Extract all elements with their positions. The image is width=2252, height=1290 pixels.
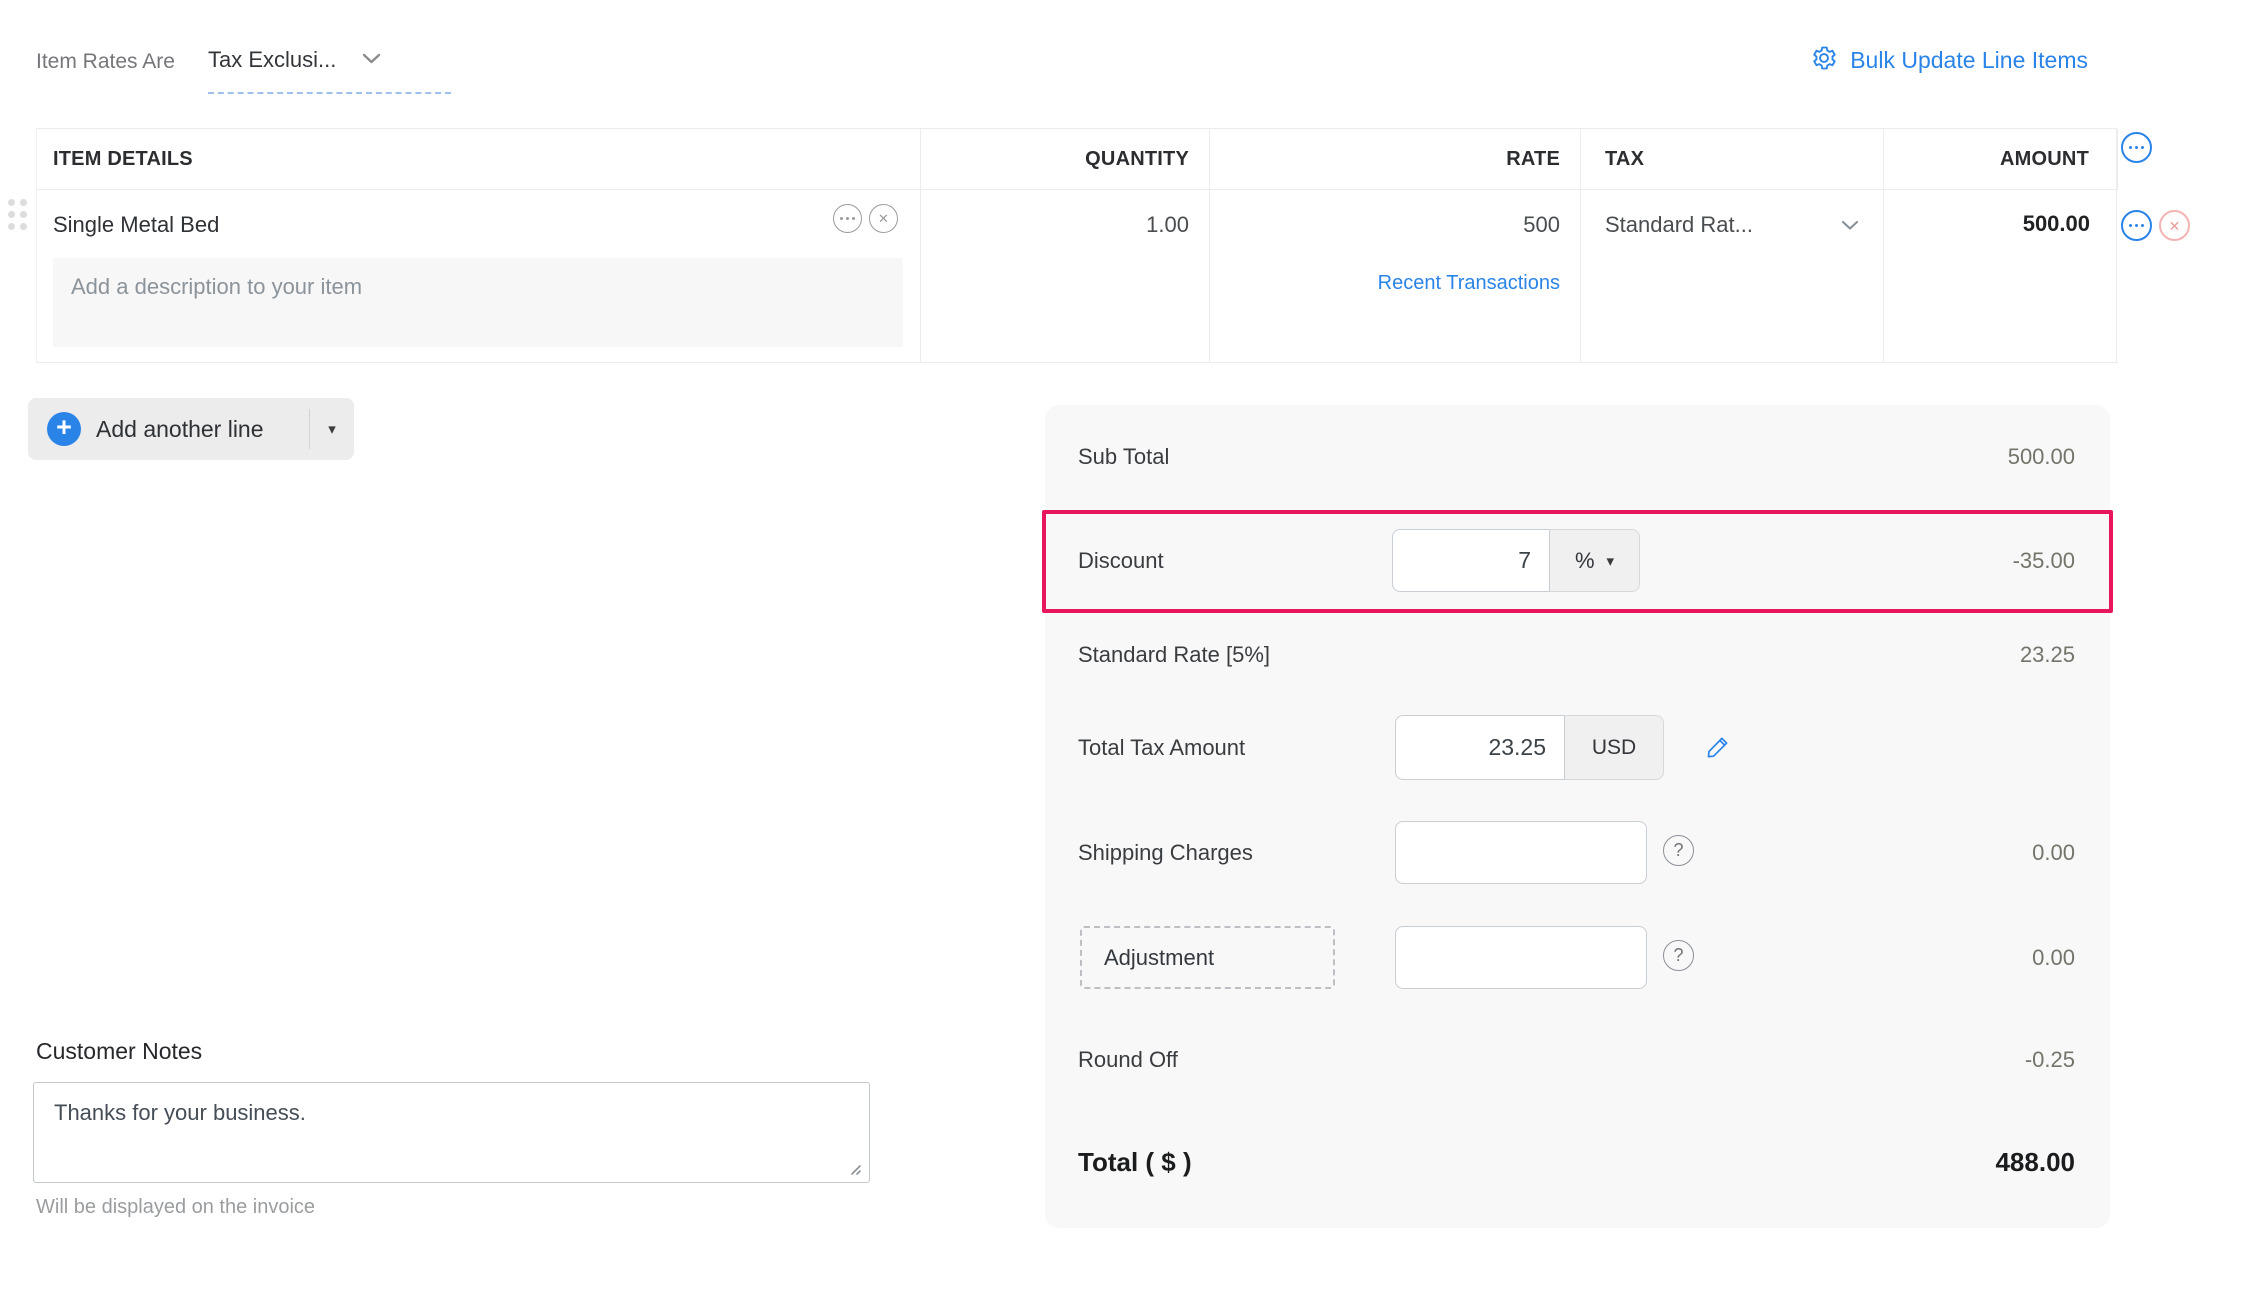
item-clear-icon[interactable]: ✕ — [869, 204, 898, 233]
row-drag-handle-icon[interactable] — [8, 199, 27, 230]
quantity-field[interactable]: 1.00 — [1146, 212, 1189, 237]
amount-cell: 500.00 — [1884, 190, 2118, 363]
item-description-input[interactable] — [53, 258, 903, 347]
tax-select[interactable]: Standard Rat... — [1605, 212, 1859, 238]
currency-code: USD — [1591, 735, 1637, 759]
customer-notes-input[interactable]: Thanks for your business. — [33, 1082, 870, 1183]
item-more-icon[interactable] — [833, 204, 862, 233]
subtotal-label: Sub Total — [1078, 444, 1170, 469]
bulk-update-label: Bulk Update Line Items — [1850, 47, 2088, 73]
adjustment-input-wrap — [1395, 926, 1647, 989]
standard-rate-value: 23.25 — [2019, 642, 2075, 667]
caret-down-icon: ▾ — [1606, 552, 1615, 570]
chevron-down-icon — [362, 51, 381, 69]
item-rates-are-label: Item Rates Are — [36, 50, 175, 73]
total-tax-input-group: USD — [1395, 715, 1664, 780]
tax-mode-value: Tax Exclusi... — [208, 47, 337, 72]
total-tax-label: Total Tax Amount — [1078, 734, 1246, 760]
tax-cell: Standard Rat... — [1581, 190, 1884, 363]
discount-unit-value: % — [1574, 547, 1595, 573]
line-items-table: ITEM DETAILS QUANTITY RATE TAX AMOUNT Si… — [36, 128, 2118, 363]
customer-notes-hint: Will be displayed on the invoice — [36, 1196, 316, 1218]
discount-label: Discount — [1078, 547, 1164, 573]
tax-mode-dashed-underline — [208, 92, 451, 94]
standard-rate-row: Standard Rate [5%] 23.25 — [1045, 623, 2110, 687]
rate-field[interactable]: 500 — [1523, 212, 1560, 237]
adjustment-label-field[interactable]: Adjustment — [1080, 926, 1335, 989]
item-name-field[interactable]: Single Metal Bed — [53, 212, 220, 237]
shipping-charges-input[interactable] — [1395, 821, 1647, 884]
column-header-rate: RATE — [1210, 129, 1581, 190]
total-row: Total ( $ ) 488.00 — [1045, 1127, 2110, 1197]
add-another-line-button[interactable]: + Add another line ▾ — [28, 398, 354, 460]
discount-input[interactable] — [1392, 529, 1550, 592]
column-header-tax: TAX — [1581, 129, 1884, 190]
total-tax-row: Total Tax Amount — [1045, 715, 2110, 780]
invoice-summary-panel: Sub Total 500.00 Discount -35.00 % ▾ Sta… — [1042, 405, 2113, 1228]
standard-rate-label: Standard Rate [5%] — [1078, 642, 1271, 667]
total-value: 488.00 — [1995, 1146, 2075, 1177]
gear-icon — [1810, 44, 1838, 77]
total-label: Total ( $ ) — [1078, 1146, 1192, 1177]
column-header-quantity: QUANTITY — [921, 129, 1210, 190]
rate-cell: 500 Recent Transactions — [1210, 190, 1581, 363]
round-off-value: -0.25 — [2024, 1047, 2075, 1072]
row-more-icon[interactable] — [2121, 210, 2152, 241]
bulk-update-line-items-link[interactable]: Bulk Update Line Items — [1810, 44, 2088, 77]
total-tax-currency-addon: USD — [1565, 715, 1664, 780]
chevron-down-icon — [1841, 220, 1859, 230]
add-line-label: Add another line — [96, 415, 264, 442]
round-off-label: Round Off — [1078, 1047, 1178, 1072]
row-delete-icon[interactable]: ✕ — [2159, 210, 2190, 241]
adjustment-input[interactable] — [1395, 926, 1647, 989]
shipping-input-wrap — [1395, 821, 1647, 884]
shipping-charges-value: 0.00 — [2032, 839, 2075, 865]
adjustment-label: Adjustment — [1104, 944, 1215, 970]
recent-transactions-link[interactable]: Recent Transactions — [1377, 272, 1560, 294]
subtotal-row: Sub Total 500.00 — [1045, 425, 2110, 489]
table-columns-more-icon[interactable] — [2121, 132, 2152, 163]
adjustment-help-icon[interactable]: ? — [1663, 940, 1694, 971]
column-header-item-details: ITEM DETAILS — [37, 129, 921, 190]
customer-notes-label: Customer Notes — [36, 1038, 203, 1064]
add-line-dropdown-caret-icon[interactable]: ▾ — [328, 421, 336, 438]
column-header-amount: AMOUNT — [1884, 129, 2118, 190]
line-amount-value: 500.00 — [2022, 211, 2090, 236]
plus-icon: + — [47, 412, 81, 446]
tax-mode-dropdown[interactable]: Tax Exclusi... — [208, 47, 381, 73]
shipping-help-icon[interactable]: ? — [1663, 835, 1694, 866]
quantity-cell: 1.00 — [921, 190, 1210, 363]
shipping-charges-label: Shipping Charges — [1078, 839, 1253, 865]
discount-row: Discount -35.00 — [1045, 525, 2110, 596]
discount-unit-dropdown[interactable]: % ▾ — [1550, 529, 1640, 592]
button-divider — [309, 409, 310, 449]
round-off-row: Round Off -0.25 — [1045, 1028, 2110, 1092]
discount-input-group: % ▾ — [1392, 529, 1640, 592]
discount-value: -35.00 — [2012, 547, 2075, 573]
adjustment-value: 0.00 — [2032, 944, 2075, 970]
tax-select-value: Standard Rat... — [1605, 212, 1753, 237]
subtotal-value: 500.00 — [2007, 444, 2075, 469]
item-details-cell: Single Metal Bed ✕ — [37, 190, 921, 363]
shipping-charges-row: Shipping Charges 0.00 — [1045, 820, 2110, 885]
adjustment-row: 0.00 — [1045, 925, 2110, 990]
edit-pencil-icon[interactable] — [1705, 733, 1732, 765]
total-tax-input[interactable] — [1395, 715, 1565, 780]
